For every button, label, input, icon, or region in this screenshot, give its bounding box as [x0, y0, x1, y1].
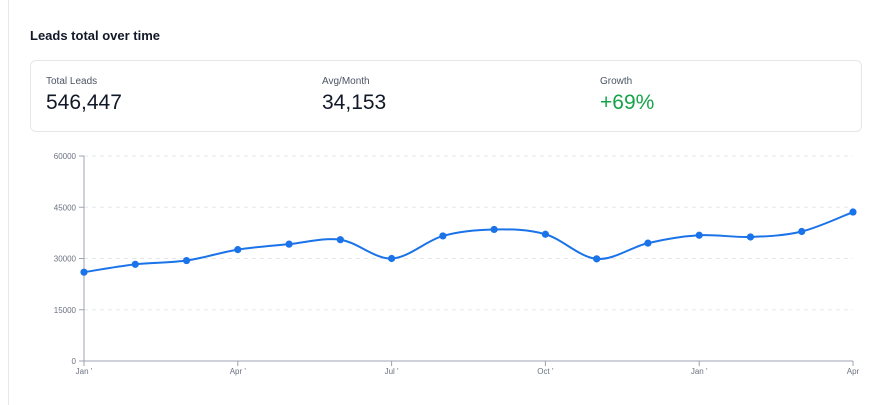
- data-point: [336, 236, 344, 244]
- stat-growth-label: Growth: [600, 76, 633, 87]
- data-point: [746, 233, 755, 241]
- x-tick-label: Oct ': [537, 367, 554, 376]
- y-tick-label: 45000: [54, 203, 77, 212]
- data-point: [80, 268, 88, 276]
- data-point: [849, 208, 857, 216]
- data-point: [182, 256, 191, 265]
- stat-avg-month-value: 34,153: [322, 91, 387, 114]
- x-tick-label: Jul ': [385, 367, 399, 376]
- data-point: [388, 254, 396, 263]
- x-tick-label: Apr ': [230, 367, 247, 376]
- stat-avg-month: Avg/Month 34,153: [322, 75, 386, 116]
- stat-avg-month-label: Avg/Month: [322, 76, 370, 87]
- data-point: [490, 225, 498, 234]
- stat-growth-value: +69%: [600, 91, 655, 114]
- data-point: [285, 240, 293, 248]
- x-tick-label: Jan ': [76, 367, 93, 376]
- card-title: Leads total over time: [30, 28, 161, 43]
- y-tick-label: 60000: [54, 152, 77, 161]
- y-tick-label: 0: [72, 357, 77, 366]
- leads-series-line: [83, 211, 854, 274]
- data-point: [541, 230, 550, 238]
- stat-total-leads-value: 546,447: [46, 91, 122, 114]
- data-point: [695, 231, 703, 239]
- data-point: [131, 260, 139, 268]
- data-point: [439, 232, 447, 240]
- stat-total-leads-label: Total Leads: [46, 76, 98, 87]
- y-tick-label: 30000: [54, 255, 77, 264]
- data-point: [798, 227, 806, 236]
- x-tick-label: Jan ': [691, 367, 708, 376]
- data-point: [644, 239, 652, 247]
- data-point: [593, 255, 601, 263]
- stat-growth: Growth +69%: [600, 75, 654, 116]
- stat-total-leads: Total Leads 546,447: [46, 75, 122, 116]
- y-tick-label: 15000: [54, 306, 77, 315]
- x-tick-label: Apr: [847, 367, 860, 376]
- data-point: [234, 246, 242, 254]
- stats-summary-box: Total Leads 546,447 Avg/Month 34,153 Gro…: [30, 60, 862, 132]
